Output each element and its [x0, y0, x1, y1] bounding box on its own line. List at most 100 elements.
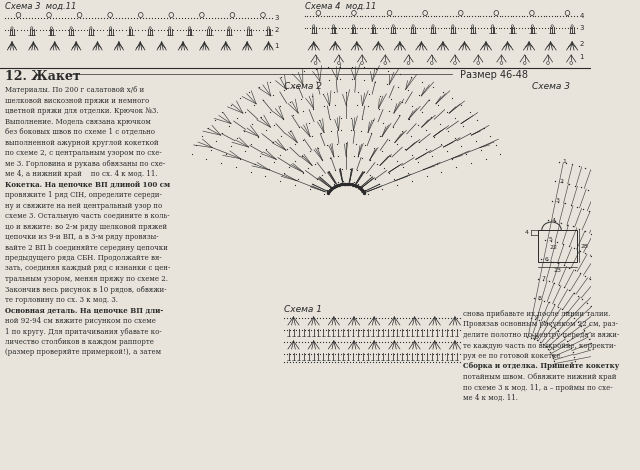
- Point: [297, 358, 307, 366]
- Point: [420, 145, 431, 153]
- Point: [300, 314, 310, 322]
- Point: [329, 180, 339, 188]
- Text: личество столбиков в каждом раппорте: личество столбиков в каждом раппорте: [4, 338, 154, 346]
- Point: [624, 183, 634, 190]
- Point: [467, 12, 477, 20]
- Point: [343, 24, 353, 32]
- Point: [178, 26, 188, 34]
- Point: [374, 180, 385, 188]
- Point: [68, 14, 79, 22]
- Point: [290, 181, 300, 188]
- Point: [285, 326, 295, 334]
- Point: [298, 169, 308, 177]
- Text: предыдущего ряда СБН. Продолжайте вя-: предыдущего ряда СБН. Продолжайте вя-: [4, 254, 161, 262]
- Point: [341, 152, 351, 159]
- Point: [588, 344, 598, 352]
- Point: [623, 325, 634, 332]
- Point: [529, 335, 539, 343]
- Point: [339, 326, 349, 334]
- Point: [590, 353, 600, 361]
- Point: [451, 115, 461, 122]
- Point: [470, 12, 480, 20]
- Point: [572, 203, 582, 211]
- Text: Материалы. По 200 г салатовой х/б и: Материалы. По 200 г салатовой х/б и: [4, 86, 144, 94]
- Point: [389, 314, 399, 322]
- Point: [321, 358, 331, 366]
- Point: [269, 158, 280, 165]
- Point: [288, 314, 298, 322]
- Text: схеме 3. Остальную часть соедините в коль-: схеме 3. Остальную часть соедините в кол…: [4, 212, 169, 220]
- Point: [303, 350, 313, 358]
- Point: [395, 350, 405, 358]
- Point: [442, 350, 452, 358]
- Point: [448, 12, 458, 20]
- Point: [310, 160, 320, 167]
- Text: по схеме 3 к мод. 11, а – проймы по схе-: по схеме 3 к мод. 11, а – проймы по схе-: [463, 384, 613, 392]
- Point: [434, 314, 444, 322]
- Point: [124, 26, 134, 34]
- Point: [412, 12, 422, 20]
- Point: [454, 326, 465, 334]
- Point: [339, 338, 349, 346]
- Point: [550, 218, 560, 225]
- Point: [401, 350, 411, 358]
- Text: шелковой вискозной пряжи и немного: шелковой вискозной пряжи и немного: [4, 96, 149, 104]
- Text: 10: 10: [531, 335, 539, 340]
- Point: [312, 314, 322, 322]
- Point: [326, 24, 336, 32]
- Text: Схема 3: Схема 3: [532, 82, 570, 91]
- Point: [454, 358, 465, 366]
- Point: [358, 76, 369, 84]
- Point: [339, 358, 349, 366]
- Point: [586, 252, 596, 260]
- Point: [316, 12, 326, 20]
- Point: [204, 14, 214, 22]
- Point: [554, 24, 564, 32]
- Point: [407, 177, 417, 184]
- Point: [410, 358, 420, 366]
- Point: [341, 88, 351, 96]
- Point: [368, 338, 378, 346]
- Point: [353, 314, 364, 322]
- Point: [335, 12, 346, 20]
- Point: [574, 225, 584, 232]
- Point: [380, 326, 390, 334]
- Point: [38, 14, 49, 22]
- Text: те горловину по сх. 3 к мод. 3.: те горловину по сх. 3 к мод. 3.: [4, 296, 118, 304]
- Point: [323, 63, 333, 71]
- Point: [356, 185, 366, 193]
- Point: [321, 12, 332, 20]
- Point: [380, 358, 390, 366]
- Point: [213, 26, 223, 34]
- Point: [351, 326, 361, 334]
- Text: по схеме 2, с центральным узором по схе-: по схеме 2, с центральным узором по схе-: [4, 149, 161, 157]
- Text: Кокетка. На цепочке ВП длиной 100 см: Кокетка. На цепочке ВП длиной 100 см: [4, 180, 170, 188]
- Point: [324, 12, 334, 20]
- Point: [92, 26, 102, 34]
- Point: [607, 219, 618, 227]
- Point: [378, 186, 388, 193]
- Point: [210, 116, 220, 124]
- Point: [285, 98, 295, 106]
- Point: [465, 130, 475, 137]
- Point: [602, 216, 612, 224]
- Point: [564, 264, 575, 272]
- Point: [554, 158, 564, 165]
- Point: [389, 24, 399, 32]
- Point: [81, 14, 91, 22]
- Point: [317, 24, 327, 32]
- Point: [395, 326, 405, 334]
- Point: [377, 148, 387, 155]
- Point: [554, 260, 564, 267]
- Point: [416, 314, 426, 322]
- Point: [618, 226, 628, 234]
- Point: [445, 338, 456, 346]
- Point: [70, 26, 80, 34]
- Point: [421, 127, 431, 134]
- Point: [162, 14, 172, 22]
- Point: [541, 12, 552, 20]
- Point: [610, 271, 620, 278]
- Point: [557, 306, 568, 313]
- Point: [306, 314, 316, 322]
- Point: [117, 26, 127, 34]
